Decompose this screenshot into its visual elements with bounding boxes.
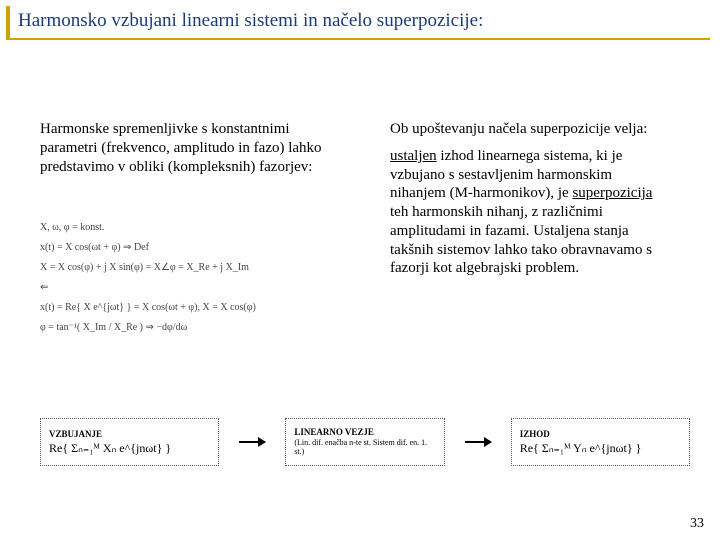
arrow-1 (239, 441, 265, 443)
equation-line-3: X = X cos(φ) + j X sin(φ) = X∠φ = X_Re +… (40, 260, 330, 276)
underline-ustaljen: ustaljen (390, 148, 437, 164)
left-paragraph: Harmonske spremenljivke s konstantnimi p… (40, 120, 340, 176)
page-number: 33 (690, 516, 704, 532)
equation-line-6: φ = tan⁻¹( X_Im / X_Re ) ⇒ −dφ/dω (40, 320, 330, 336)
right-text-2b: teh harmonskih nihanj, z različnimi ampl… (390, 204, 652, 276)
right-paragraph-2: ustaljen izhod linearnega sistema, ki je… (390, 147, 670, 278)
equation-line-1: X, ω, φ = konst. (40, 220, 330, 236)
block-diagram: VZBUJANJE Re{ Σₙ₌₁ᴹ Xₙ e^{jnωt} } LINEAR… (40, 418, 690, 466)
box-izhod: IZHOD Re{ Σₙ₌₁ᴹ Yₙ e^{jnωt} } (511, 418, 690, 466)
label-linearno: LINEARNO VEZJE (294, 427, 435, 437)
sub-linearno: (Lin. dif. enačba n-te st. Sistem dif. e… (294, 439, 435, 457)
left-column: Harmonske spremenljivke s konstantnimi p… (40, 120, 340, 176)
label-vzbujanje: VZBUJANJE (49, 429, 210, 439)
equation-line-2: x(t) = X cos(ωt + φ) ⇒ Def (40, 240, 330, 256)
slide-title: Harmonsko vzbujani linearni sistemi in n… (6, 6, 710, 40)
equations-block: X, ω, φ = konst. x(t) = X cos(ωt + φ) ⇒ … (40, 220, 330, 340)
eq-izhod: Re{ Σₙ₌₁ᴹ Yₙ e^{jnωt} } (520, 441, 681, 456)
equation-line-5: x(t) = Re{ X e^{jωt} } = X cos(ωt + φ), … (40, 300, 330, 316)
arrow-2 (465, 441, 491, 443)
underline-superpozicija: superpozicija (572, 185, 652, 201)
equation-line-4: ⇐ (40, 280, 330, 296)
box-vzbujanje: VZBUJANJE Re{ Σₙ₌₁ᴹ Xₙ e^{jnωt} } (40, 418, 219, 466)
right-paragraph-1: Ob upoštevanju načela superpozicije velj… (390, 120, 670, 139)
label-izhod: IZHOD (520, 429, 681, 439)
eq-vzbujanje: Re{ Σₙ₌₁ᴹ Xₙ e^{jnωt} } (49, 441, 210, 456)
right-column: Ob upoštevanju načela superpozicije velj… (390, 120, 670, 278)
box-linearno-vezje: LINEARNO VEZJE (Lin. dif. enačba n-te st… (285, 418, 444, 466)
